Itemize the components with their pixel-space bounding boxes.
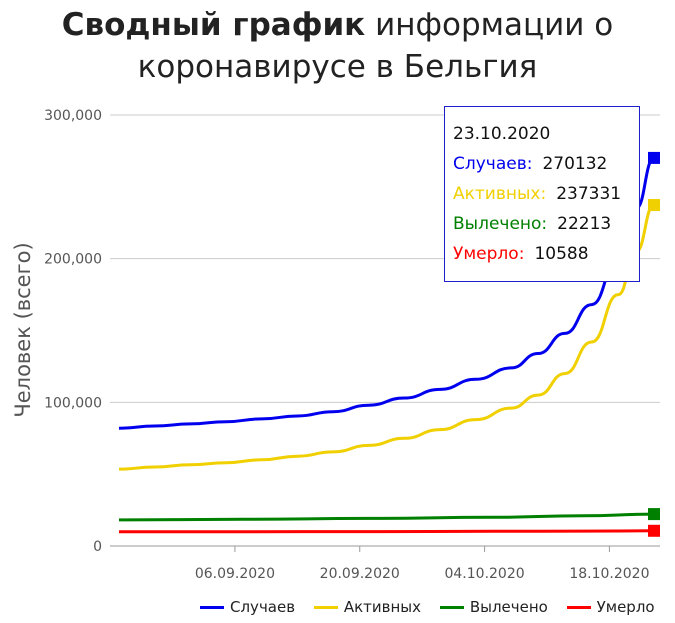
y-axis-label: Человек (всего) <box>11 242 35 417</box>
legend-item-deaths[interactable]: Умерло <box>566 598 655 616</box>
chart-title: Сводный график информации о коронавирусе… <box>0 4 675 88</box>
tooltip-value: 270132 <box>542 154 608 174</box>
series-end-marker-1[interactable] <box>648 199 660 212</box>
series-end-markers <box>648 151 660 537</box>
tooltip-row-cases: Случаев: 270132 <box>453 149 639 179</box>
chart-title-bold: Сводный график <box>61 7 366 43</box>
tooltip-row-active: Активных: 237331 <box>453 179 639 209</box>
x-tick-labels: 06.09.2020 20.09.2020 04.10.2020 18.10.2020 <box>195 546 650 582</box>
series-line-0[interactable] <box>118 156 655 430</box>
tooltip-label: Активных: <box>453 184 547 204</box>
legend-label: Случаев <box>230 598 296 616</box>
legend-item-active[interactable]: Активных <box>313 598 422 616</box>
hover-tooltip: 23.10.2020 Случаев: 270132 Активных: 23733… <box>444 106 640 282</box>
legend-label: Вылечено <box>469 598 548 616</box>
y-tick-label: 300,000 <box>44 108 102 124</box>
series-lines <box>118 156 655 534</box>
series-end-marker-3[interactable] <box>648 524 660 537</box>
x-tick-label: 06.09.2020 <box>195 566 275 582</box>
tooltip-value: 10588 <box>534 244 589 264</box>
tooltip-label: Случаев: <box>453 154 533 174</box>
tooltip-row-deaths: Умерло: 10588 <box>453 239 639 269</box>
y-tick-label: 100,000 <box>44 395 102 411</box>
tooltip-label: Вылечено: <box>453 214 548 234</box>
legend-label: Умерло <box>596 598 655 616</box>
legend: Случаев Активных Вылечено Умерло <box>200 598 655 618</box>
chart-title-rest: информации о коронавирусе в Бельгия <box>137 7 614 85</box>
series-line-3[interactable] <box>118 529 655 534</box>
series-line-1[interactable] <box>118 203 655 471</box>
series-end-marker-0[interactable] <box>648 151 660 164</box>
tooltip-value: 237331 <box>556 184 622 204</box>
series-end-marker-2[interactable] <box>648 508 660 521</box>
y-tick-label: 200,000 <box>44 252 102 268</box>
y-tick-label: 0 <box>93 539 102 555</box>
legend-swatch <box>566 606 591 609</box>
legend-swatch <box>439 606 464 609</box>
legend-item-cases[interactable]: Случаев <box>200 598 295 616</box>
tooltip-row-recovered: Вылечено: 22213 <box>453 209 639 239</box>
legend-swatch <box>200 606 224 609</box>
legend-item-recovered[interactable]: Вылечено <box>439 598 548 616</box>
legend-swatch <box>313 606 338 609</box>
tooltip-label: Умерло: <box>453 244 525 264</box>
tooltip-date: 23.10.2020 <box>453 124 551 144</box>
series-line-2[interactable] <box>118 512 655 522</box>
x-tick-label: 20.09.2020 <box>320 566 400 582</box>
legend-label: Активных <box>343 598 422 616</box>
x-tick-label: 04.10.2020 <box>444 566 524 582</box>
tooltip-value: 22213 <box>557 214 612 234</box>
y-tick-labels: 0 100,000 200,000 300,000 <box>44 108 102 555</box>
x-tick-label: 18.10.2020 <box>569 566 649 582</box>
